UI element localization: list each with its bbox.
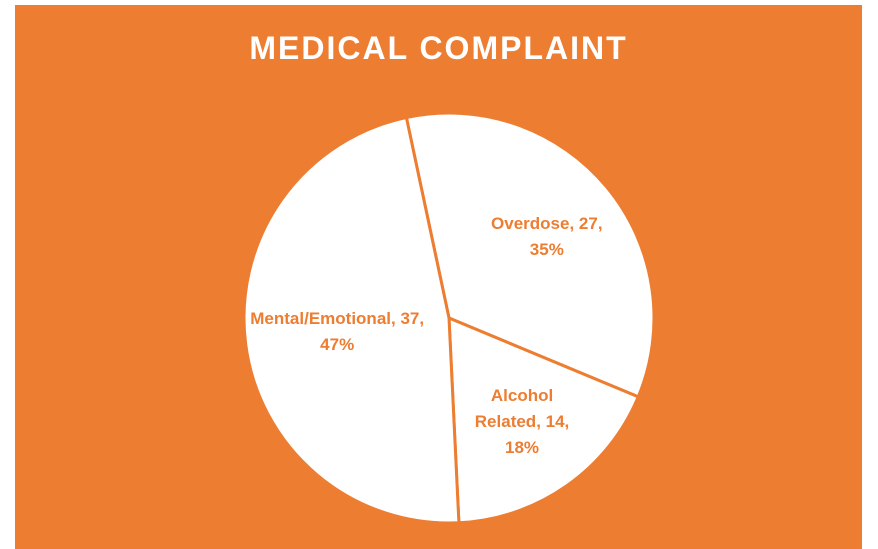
pie-slice: [242, 115, 461, 525]
chart-title: MEDICAL COMPLAINT: [249, 30, 628, 66]
data-label: Overdose, 27, 35%: [491, 213, 603, 259]
data-label: Alcohol Related, 14, 18%: [474, 386, 570, 458]
data-label: Mental/Emotional, 37, 47%: [250, 309, 425, 355]
pie-slice: [447, 315, 641, 525]
